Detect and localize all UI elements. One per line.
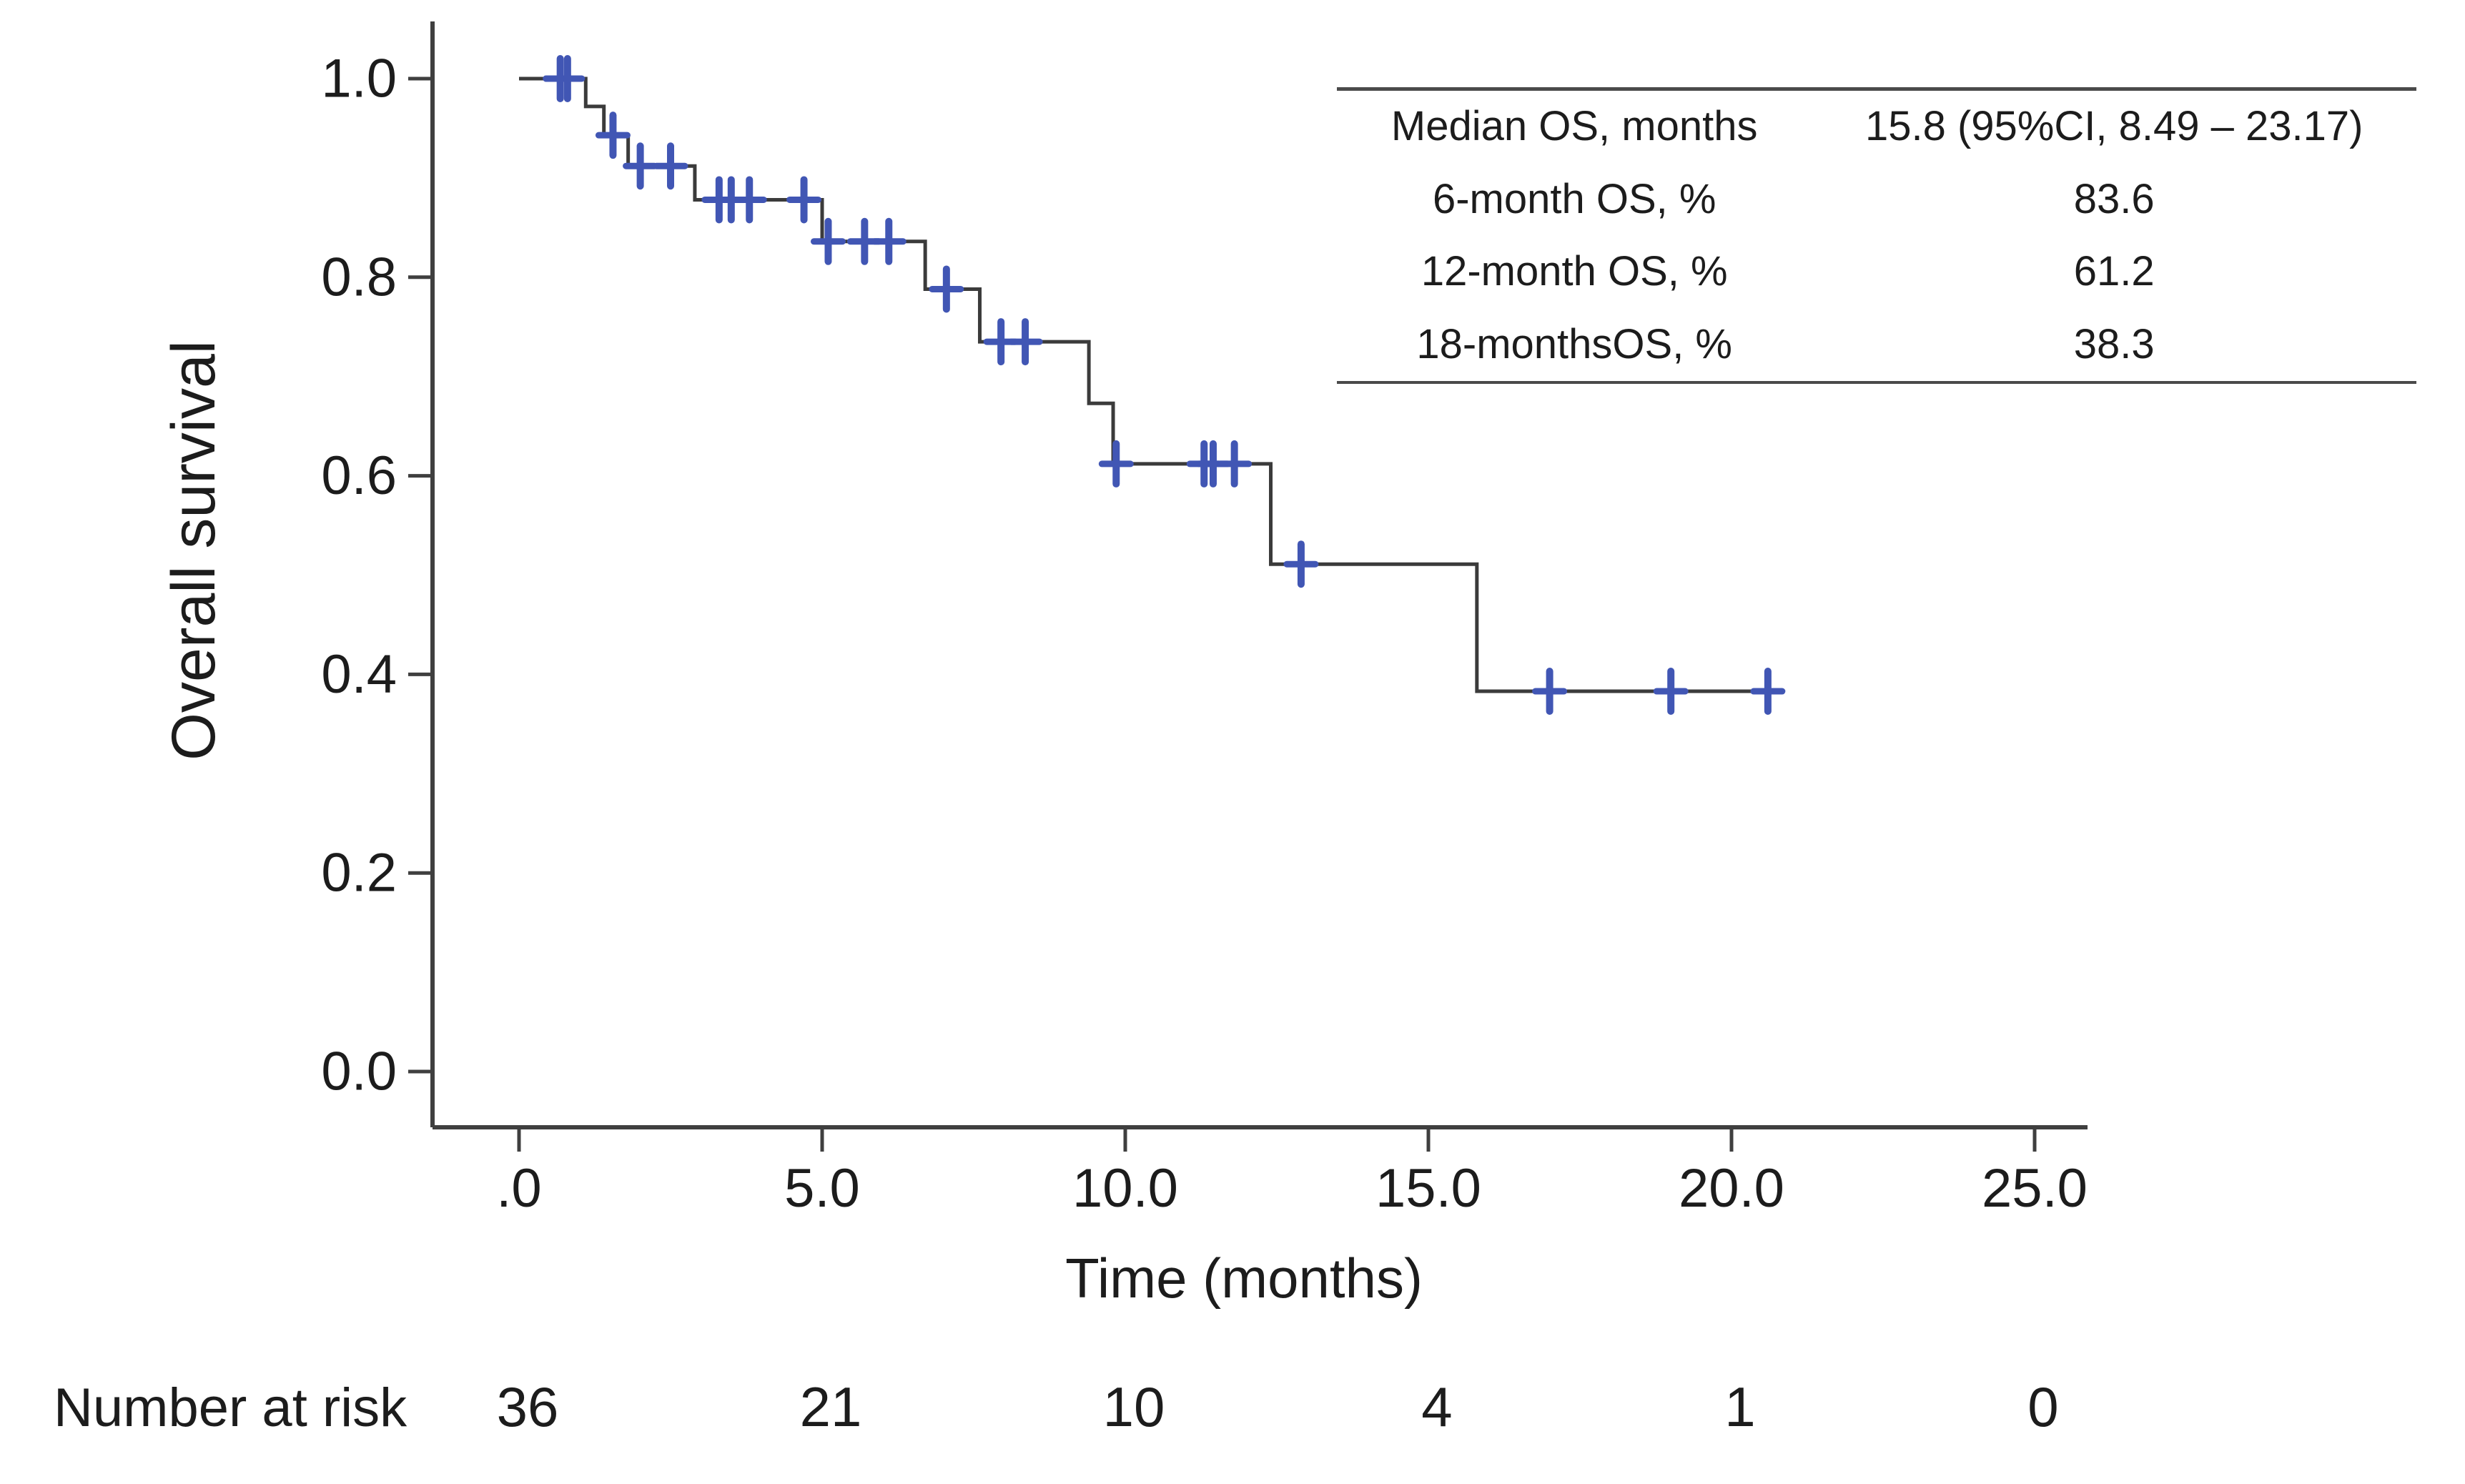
censor-mark xyxy=(1098,440,1134,488)
censor-mark xyxy=(1007,318,1043,366)
censor-mark xyxy=(871,217,907,265)
stats-row-label: 6-month OS, % xyxy=(1432,175,1716,222)
stats-row-label: 18-monthsOS, % xyxy=(1416,320,1733,367)
stats-row-18month: 18-monthsOS, % 38.3 xyxy=(1337,321,2416,369)
stats-row-label: 12-month OS, % xyxy=(1421,248,1728,295)
censor-mark xyxy=(810,217,846,265)
number-at-risk-value: 21 xyxy=(800,1375,862,1438)
x-tick-label: .0 xyxy=(496,1158,541,1219)
number-at-risk-value: 4 xyxy=(1421,1375,1452,1438)
censor-mark xyxy=(1532,668,1568,716)
x-tick-label: 10.0 xyxy=(1072,1158,1178,1219)
censor-mark xyxy=(1217,440,1253,488)
tick-labels-layer: 0.0 0.2 0.4 0.6 0.8 1.0 .0 5.0 10.0 15.0 20.0 25.0 xyxy=(321,49,2088,1220)
stats-row-value: 61.2 xyxy=(2073,248,2155,295)
number-at-risk-value: 10 xyxy=(1103,1375,1165,1438)
x-tick-label: 15.0 xyxy=(1375,1158,1481,1219)
y-tick-label: 0.0 xyxy=(321,1042,397,1102)
number-at-risk-value: 1 xyxy=(1724,1375,1755,1438)
stats-row-median: Median OS, months 15.8 (95%CI, 8.49 – 23… xyxy=(1337,103,2416,151)
stats-row-value: 15.8 (95%CI, 8.49 – 23.17) xyxy=(1864,103,2363,150)
censor-mark xyxy=(550,55,586,102)
censor-mark xyxy=(595,112,631,159)
number-at-risk-label: Number at risk xyxy=(54,1377,407,1438)
stats-row-label: Median OS, months xyxy=(1390,103,1758,150)
censor-mark xyxy=(1653,668,1689,716)
stats-table: Median OS, months 15.8 (95%CI, 8.49 – 23… xyxy=(1337,87,2416,384)
censor-mark xyxy=(786,176,822,224)
stats-row-6month: 6-month OS, % 83.6 xyxy=(1337,176,2416,224)
stats-row-12month: 12-month OS, % 61.2 xyxy=(1337,248,2416,296)
y-tick-label: 0.6 xyxy=(321,445,397,506)
y-tick-label: 1.0 xyxy=(321,49,397,109)
axes-layer xyxy=(408,21,2088,1152)
y-axis-title: Overall survival xyxy=(159,340,228,761)
number-at-risk-value: 0 xyxy=(2027,1375,2058,1438)
y-tick-label: 0.2 xyxy=(321,843,397,904)
censor-mark xyxy=(653,142,688,190)
curve-layer xyxy=(519,76,1774,693)
y-tick-label: 0.8 xyxy=(321,247,397,307)
x-axis-title: Time (months) xyxy=(1065,1247,1423,1310)
censor-mark xyxy=(1750,668,1786,716)
censor-mark xyxy=(731,176,767,224)
number-at-risk-value: 36 xyxy=(497,1375,559,1438)
x-tick-label: 25.0 xyxy=(1982,1158,2088,1219)
number-at-risk-values: 36 21 10 4 1 0 xyxy=(497,1375,2059,1438)
stats-row-value: 38.3 xyxy=(2073,320,2155,367)
x-tick-label: 5.0 xyxy=(784,1158,860,1219)
censor-marks-layer xyxy=(543,55,1786,716)
stats-row-value: 83.6 xyxy=(2073,175,2155,222)
censor-mark xyxy=(1283,540,1319,588)
x-tick-label: 20.0 xyxy=(1679,1158,1784,1219)
y-tick-label: 0.4 xyxy=(321,644,397,705)
censor-mark xyxy=(623,142,658,190)
censor-mark xyxy=(929,265,964,313)
survival-curve xyxy=(519,76,1774,693)
